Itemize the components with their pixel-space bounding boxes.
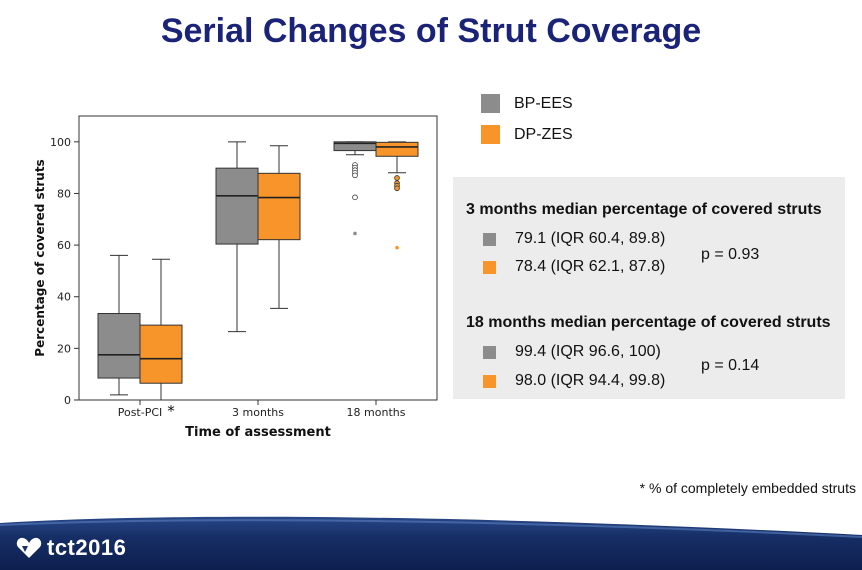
box-bp-ees-1	[215, 141, 259, 333]
page-title: Serial Changes of Strut Coverage	[160, 12, 702, 50]
stats-row-bp-ees-18-months: 99.4 (IQR 96.6, 100)	[483, 343, 661, 361]
p-value-18-months: p = 0.14	[701, 357, 760, 374]
outlier-point	[394, 185, 400, 192]
stats-value: 98.0 (IQR 94.4, 99.8)	[515, 372, 666, 389]
heart-logo-icon	[16, 537, 42, 558]
stats-value: 78.4 (IQR 62.1, 87.8)	[515, 258, 666, 275]
extreme-outlier	[353, 231, 357, 236]
y-axis-label: Percentage of covered struts	[33, 159, 47, 356]
stats-swatch-dp-zes	[483, 260, 496, 274]
iqr-box	[215, 167, 259, 245]
y-tick-label: 100	[50, 136, 71, 149]
box-bp-ees-0	[97, 254, 141, 396]
logo-text: tct2016	[47, 535, 127, 560]
outlier-point	[352, 194, 358, 201]
legend: BP-EES DP-ZES	[481, 88, 573, 150]
stats-row-bp-ees-3-months: 79.1 (IQR 60.4, 89.8)	[483, 230, 665, 248]
legend-item-bp-ees: BP-EES	[481, 88, 573, 119]
x-tick-label: 3 months	[232, 406, 284, 419]
legend-label: BP-EES	[514, 94, 573, 112]
x-axis-label: Time of assessment	[185, 425, 331, 440]
footnote: * % of completely embedded struts	[639, 480, 856, 496]
outlier-point	[394, 175, 400, 181]
box-series	[97, 141, 419, 401]
box-bp-ees-2	[333, 141, 377, 236]
stats-swatch-dp-zes	[483, 374, 496, 388]
stats-swatch-bp-ees	[483, 232, 496, 246]
x-tick-label: 18 months	[347, 406, 406, 419]
legend-label: DP-ZES	[514, 125, 573, 143]
y-tick-label: 0	[64, 394, 71, 407]
legend-swatch-bp-ees	[481, 94, 500, 113]
box-dp-zes-2	[375, 141, 419, 250]
y-tick-label: 80	[57, 187, 71, 200]
stats-row-dp-zes-3-months: 78.4 (IQR 62.1, 87.8)	[483, 258, 665, 276]
outlier-point	[352, 172, 358, 179]
stats-heading-18-months: 18 months median percentage of covered s…	[466, 314, 831, 331]
legend-item-dp-zes: DP-ZES	[481, 119, 573, 150]
stats-row-dp-zes-18-months: 98.0 (IQR 94.4, 99.8)	[483, 372, 665, 390]
iqr-box	[375, 141, 419, 157]
y-tick-label: 40	[57, 291, 71, 304]
x-tick-label: Post-PCI	[118, 406, 163, 419]
footer-wave	[0, 515, 862, 538]
asterisk-marker: *	[167, 402, 175, 420]
iqr-box	[97, 313, 141, 379]
stats-value: 99.4 (IQR 96.6, 100)	[515, 343, 661, 360]
box-dp-zes-1	[257, 145, 301, 309]
footer-bar: tct2016	[0, 515, 862, 570]
iqr-box	[139, 324, 183, 384]
stats-panel: 3 months median percentage of covered st…	[453, 177, 845, 399]
x-axis: Post-PCI 3 months 18 months * Time of assess…	[118, 400, 406, 440]
y-tick-label: 20	[57, 342, 71, 355]
stats-heading-3-months: 3 months median percentage of covered st…	[466, 201, 822, 218]
extreme-outlier	[395, 245, 399, 250]
p-value-3-months: p = 0.93	[701, 246, 760, 263]
y-tick-label: 60	[57, 239, 71, 252]
box-dp-zes-0	[139, 258, 183, 401]
tct-logo: tct2016	[16, 535, 126, 561]
stats-value: 79.1 (IQR 60.4, 89.8)	[515, 230, 666, 247]
stats-swatch-bp-ees	[483, 345, 496, 359]
legend-swatch-dp-zes	[481, 125, 500, 144]
iqr-box	[257, 172, 301, 241]
